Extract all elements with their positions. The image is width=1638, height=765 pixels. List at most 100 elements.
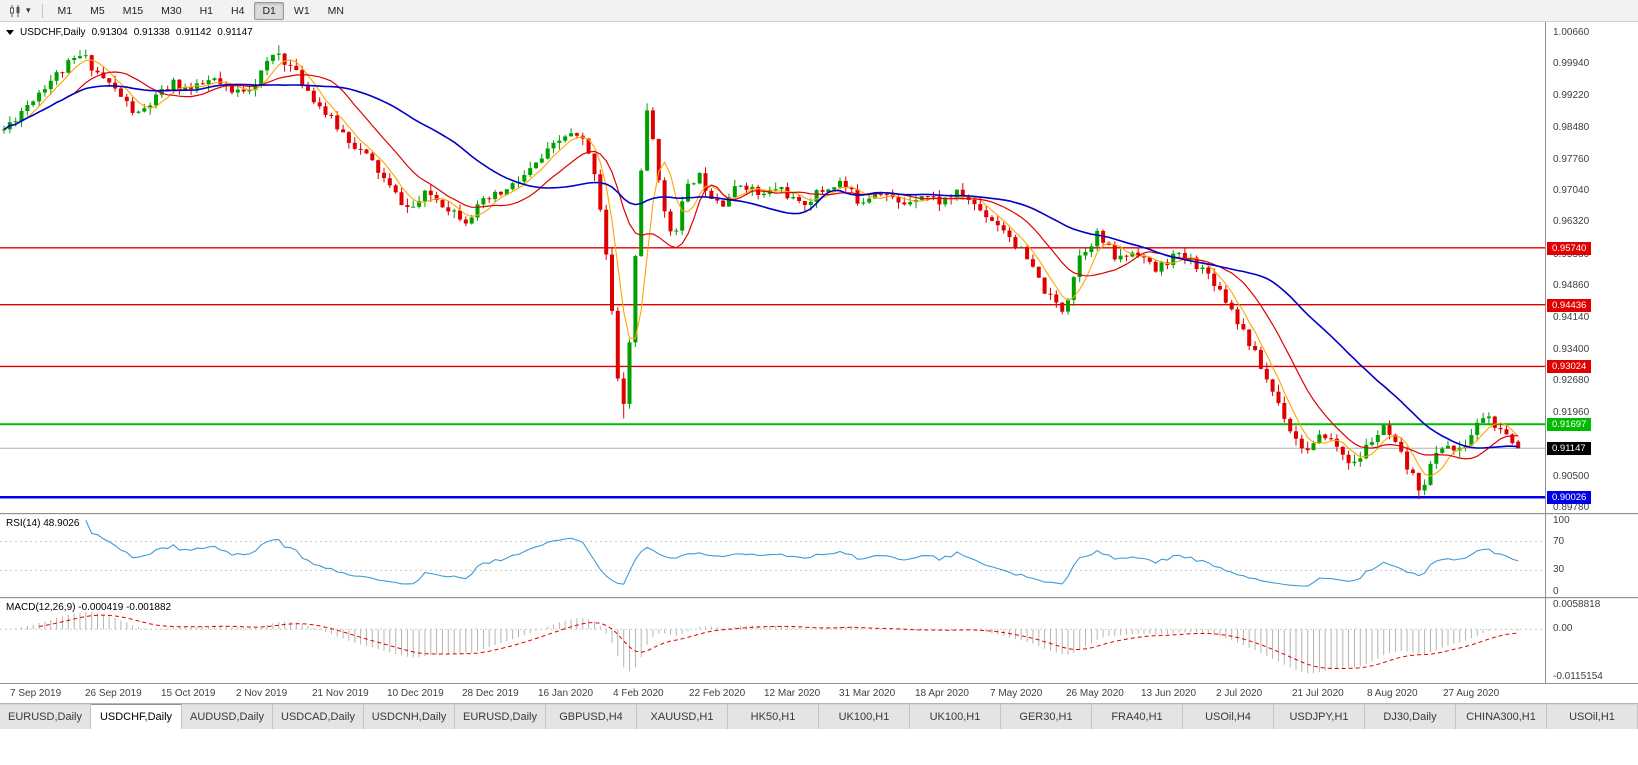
time-axis-label: 4 Feb 2020 (613, 688, 664, 699)
price-level-badge: 0.94436 (1547, 299, 1592, 312)
chart-symbol-label: USDCHF,Daily (20, 27, 86, 38)
timeframe-button-m30[interactable]: M30 (161, 4, 182, 17)
timeframe-button-d1[interactable]: D1 (254, 1, 284, 20)
chart-tab-uk100-h1[interactable]: UK100,H1 (819, 704, 910, 729)
rsi-axis-label: 30 (1553, 564, 1565, 575)
time-axis-label: 26 May 2020 (1066, 688, 1124, 699)
timeframe-button-w1[interactable]: W1 (293, 4, 310, 17)
chart-tab-usoil-h4[interactable]: USOil,H4 (1183, 704, 1274, 729)
timeframe-button-h1[interactable]: H1 (199, 4, 214, 17)
time-axis[interactable]: 7 Sep 2019 26 Sep 2019 15 Oct 2019 2 Nov 20… (0, 683, 1638, 703)
price-axis-border (1545, 22, 1546, 683)
chart-tab-fra40-h1[interactable]: FRA40,H1 (1092, 704, 1183, 729)
time-axis-label: 13 Jun 2020 (1141, 688, 1197, 699)
moving-average-line (3, 71, 1519, 460)
timeframe-button-m5[interactable]: M5 (90, 4, 105, 17)
macd-axis[interactable]: 0.0058818 0.00 -0.0115154 (1546, 599, 1638, 683)
time-axis-label: 27 Aug 2020 (1443, 688, 1500, 699)
time-axis-label: 18 Apr 2020 (915, 688, 969, 699)
price-axis-label: 0.99220 (1553, 90, 1590, 101)
rsi-axis-label: 70 (1553, 536, 1565, 547)
price-axis-label: 0.92680 (1553, 375, 1590, 386)
chart-tab-usdcnh-daily[interactable]: USDCNH,Daily (364, 704, 455, 729)
dropdown-caret-icon: ▾ (26, 5, 31, 15)
rsi-axis-label: 100 (1553, 515, 1570, 526)
price-axis-label: 0.94140 (1553, 312, 1590, 323)
chart-tab-china300-h1[interactable]: CHINA300,H1 (1456, 704, 1547, 729)
pane-splitter-2[interactable] (0, 597, 1638, 599)
macd-axis-label: -0.0115154 (1553, 671, 1603, 682)
price-level-badge: 0.90026 (1547, 491, 1592, 504)
time-axis-label: 21 Nov 2019 (312, 688, 369, 699)
price-axis[interactable]: 1.00660 0.99940 0.99220 0.98480 0.97760 0.970… (1546, 22, 1638, 513)
time-axis-label: 7 May 2020 (990, 688, 1043, 699)
rsi-label: RSI(14) 48.9026 (6, 518, 80, 529)
time-axis-label: 7 Sep 2019 (10, 688, 62, 699)
chart-title: USDCHF,Daily 0.91304 0.91338 0.91142 0.9… (6, 27, 253, 38)
price-axis-label: 0.91960 (1553, 407, 1590, 418)
timeframe-button-m1[interactable]: M1 (57, 4, 73, 17)
price-level-badge: 0.95740 (1547, 242, 1592, 255)
candlestick-chart-canvas[interactable] (0, 22, 1545, 513)
pane-splitter-1[interactable] (0, 513, 1638, 515)
time-axis-label: 15 Oct 2019 (161, 688, 216, 699)
chart-tab-bar: EURUSD,Daily USDCHF,Daily AUDUSD,Daily USDC… (0, 703, 1638, 729)
macd-axis-label: 0.0058818 (1553, 599, 1601, 610)
macd-canvas[interactable] (0, 599, 1545, 683)
timeframe-button-m15[interactable]: M15 (122, 4, 144, 17)
time-axis-label: 26 Sep 2019 (85, 688, 142, 699)
moving-average-line (3, 83, 1519, 449)
chart-tab-eurusd-daily[interactable]: EURUSD,Daily (0, 704, 91, 729)
toolbar-separator (41, 3, 43, 18)
current-price-badge: 0.91147 (1547, 442, 1591, 455)
chart-tab-uk100-h1[interactable]: UK100,H1 (910, 704, 1001, 729)
ohlc-open-value: 0.91304 (91, 27, 128, 38)
chart-tab-usdchf-daily[interactable]: USDCHF,Daily (91, 704, 182, 729)
rsi-axis-label: 0 (1553, 586, 1559, 597)
chart-tab-eurusd-daily[interactable]: EURUSD,Daily (455, 704, 546, 729)
chart-tab-hk50-h1[interactable]: HK50,H1 (728, 704, 819, 729)
ohlc-high-value: 0.91338 (133, 27, 170, 38)
time-axis-label: 21 Jul 2020 (1292, 688, 1344, 699)
price-axis-label: 0.96320 (1553, 216, 1590, 227)
time-axis-label: 12 Mar 2020 (764, 688, 821, 699)
price-axis-label: 0.93400 (1553, 344, 1590, 355)
price-axis-label: 0.97040 (1553, 185, 1590, 196)
time-axis-label: 28 Dec 2019 (462, 688, 519, 699)
ohlc-close-value: 0.91147 (217, 27, 253, 38)
price-axis-label: 0.94860 (1553, 280, 1590, 291)
chart-tab-usdjpy-h1[interactable]: USDJPY,H1 (1274, 704, 1365, 729)
rsi-pane: RSI(14) 48.9026 100 70 30 0 (0, 515, 1638, 597)
price-axis-label: 0.97760 (1553, 154, 1590, 165)
chart-tab-usoil-h1[interactable]: USOil,H1 (1547, 704, 1638, 729)
chart-type-button[interactable]: ▾ (5, 3, 35, 19)
timeframe-button-h4[interactable]: H4 (231, 4, 245, 17)
macd-axis-label: 0.00 (1553, 623, 1573, 634)
macd-label: MACD(12,26,9) -0.000419 -0.001882 (6, 602, 172, 613)
timeframe-button-mn[interactable]: MN (327, 4, 344, 17)
price-axis-label: 1.00660 (1553, 27, 1590, 38)
ohlc-low-value: 0.91142 (175, 27, 212, 38)
rsi-axis[interactable]: 100 70 30 0 (1546, 515, 1638, 597)
price-axis-label: 0.99940 (1553, 58, 1590, 69)
chart-tab-ger30-h1[interactable]: GER30,H1 (1001, 704, 1092, 729)
time-axis-label: 8 Aug 2020 (1367, 688, 1418, 699)
chart-tab-gbpusd-h4[interactable]: GBPUSD,H4 (546, 704, 637, 729)
time-axis-label: 2 Nov 2019 (236, 688, 288, 699)
chart-tab-xauusd-h1[interactable]: XAUUSD,H1 (637, 704, 728, 729)
price-level-badge: 0.91697 (1547, 418, 1592, 431)
chart-tab-dj30-daily[interactable]: DJ30,Daily (1365, 704, 1456, 729)
time-axis-label: 16 Jan 2020 (538, 688, 594, 699)
main-chart-pane: USDCHF,Daily 0.91304 0.91338 0.91142 0.9… (0, 22, 1638, 513)
chart-tab-audusd-daily[interactable]: AUDUSD,Daily (182, 704, 273, 729)
macd-pane: MACD(12,26,9) -0.000419 -0.001882 0.0058… (0, 599, 1638, 683)
chart-tab-usdcad-daily[interactable]: USDCAD,Daily (273, 704, 364, 729)
rsi-line (85, 520, 1519, 587)
moving-average-line (3, 59, 1519, 477)
time-axis-label: 2 Jul 2020 (1216, 688, 1263, 699)
price-level-badge: 0.93024 (1547, 360, 1592, 373)
price-axis-label: 0.90500 (1553, 471, 1590, 482)
rsi-canvas[interactable] (0, 515, 1545, 597)
price-axis-label: 0.98480 (1553, 122, 1590, 133)
time-axis-label: 31 Mar 2020 (839, 688, 896, 699)
